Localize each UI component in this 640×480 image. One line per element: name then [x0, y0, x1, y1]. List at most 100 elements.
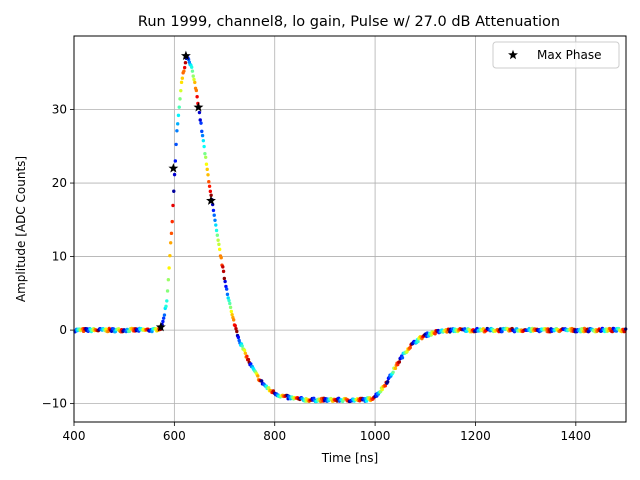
waveform-point: [175, 122, 180, 126]
waveform-point: [183, 61, 188, 65]
waveform-point: [383, 384, 388, 388]
x-tick-label: 800: [263, 429, 286, 443]
waveform-point: [198, 118, 202, 122]
waveform-point: [385, 380, 390, 384]
waveform-point: [481, 327, 486, 331]
waveform-point: [228, 305, 233, 310]
waveform-point: [242, 348, 247, 353]
waveform-point: [221, 269, 226, 274]
waveform-point: [393, 366, 398, 371]
waveform-point: [240, 344, 244, 348]
waveform-point: [266, 386, 271, 390]
waveform-point: [230, 312, 234, 317]
waveform-point: [162, 313, 167, 317]
y-tick-label: 10: [52, 250, 67, 264]
waveform-point: [224, 284, 228, 289]
x-tick-label: 1000: [360, 429, 391, 443]
waveform-point: [202, 144, 206, 149]
max-phase-markers: [155, 50, 216, 332]
waveform-point: [170, 219, 174, 224]
waveform-point: [245, 354, 249, 359]
waveform-point: [223, 279, 227, 284]
waveform-point: [207, 184, 212, 188]
waveform-point: [178, 97, 182, 101]
x-tick-label: 600: [163, 429, 186, 443]
waveform-point: [212, 213, 216, 217]
waveform-point: [214, 223, 218, 227]
waveform-point: [176, 113, 181, 118]
waveform-point: [182, 65, 187, 70]
max-phase-point: [168, 163, 179, 173]
waveform-point: [224, 287, 229, 291]
x-axis-label: Time [ns]: [321, 451, 378, 465]
waveform-point: [171, 203, 175, 208]
waveform-point: [217, 242, 221, 247]
waveform-point: [208, 189, 213, 194]
waveform-point: [216, 238, 220, 242]
legend-star-icon: [508, 49, 518, 60]
y-tick-label: 20: [52, 176, 67, 190]
waveform-point: [233, 324, 237, 328]
max-phase-point: [180, 50, 191, 61]
max-phase-point: [155, 321, 166, 332]
waveform-point: [192, 77, 196, 82]
waveform-point: [214, 228, 219, 233]
waveform-point: [204, 162, 209, 166]
waveform-point: [217, 247, 222, 252]
max-phase-point: [193, 102, 204, 112]
x-axis-ticks: 400 600 800 1000 1200 1400: [63, 422, 592, 443]
waveform-point: [197, 110, 202, 115]
waveform-point: [211, 208, 216, 213]
waveform-point: [259, 379, 264, 383]
waveform-point: [222, 276, 227, 281]
waveform-point: [168, 253, 172, 258]
waveform-point: [194, 88, 199, 93]
waveform-point: [165, 299, 169, 303]
waveform-point: [172, 189, 176, 193]
x-tick-label: 400: [63, 429, 86, 443]
waveform-point: [243, 351, 248, 355]
waveform-point: [215, 233, 220, 237]
waveform-point: [174, 142, 178, 147]
max-phase-point: [206, 195, 216, 205]
waveform-point: [397, 360, 402, 364]
waveform-point: [416, 339, 420, 344]
waveform-point: [168, 241, 173, 245]
plot-frame: [73, 35, 627, 423]
waveform-point: [433, 332, 437, 336]
waveform-point: [166, 278, 171, 282]
waveform-point: [175, 129, 179, 133]
y-axis-ticks: −10 0 10 20 30: [42, 103, 74, 411]
waveform-point: [391, 370, 395, 375]
legend-marker-star-icon: [508, 49, 518, 60]
waveform-point: [177, 105, 181, 109]
waveform-point: [201, 138, 206, 143]
waveform-point: [380, 387, 384, 392]
waveform-point: [364, 399, 369, 403]
waveform-point: [172, 172, 177, 177]
grid: [73, 36, 626, 422]
waveform-point: [207, 180, 211, 184]
waveform-point: [226, 296, 230, 300]
waveform-point: [200, 133, 205, 138]
waveform-point: [203, 151, 207, 156]
waveform-point: [182, 69, 186, 73]
waveform-point: [246, 357, 251, 362]
waveform-point: [231, 318, 236, 322]
waveform-point: [189, 65, 194, 69]
waveform-point: [179, 80, 184, 85]
waveform-point: [190, 69, 195, 73]
y-tick-label: −10: [42, 397, 67, 411]
legend-label: Max Phase: [537, 48, 601, 62]
waveform-point: [400, 356, 405, 360]
x-tick-label: 1400: [561, 429, 592, 443]
y-tick-label: 0: [59, 323, 67, 337]
waveform-point: [235, 329, 239, 334]
waveform-point: [161, 319, 165, 324]
waveform-point: [200, 129, 204, 134]
waveform-point: [234, 327, 238, 331]
waveform-point: [500, 329, 504, 334]
waveform-point: [227, 298, 231, 303]
